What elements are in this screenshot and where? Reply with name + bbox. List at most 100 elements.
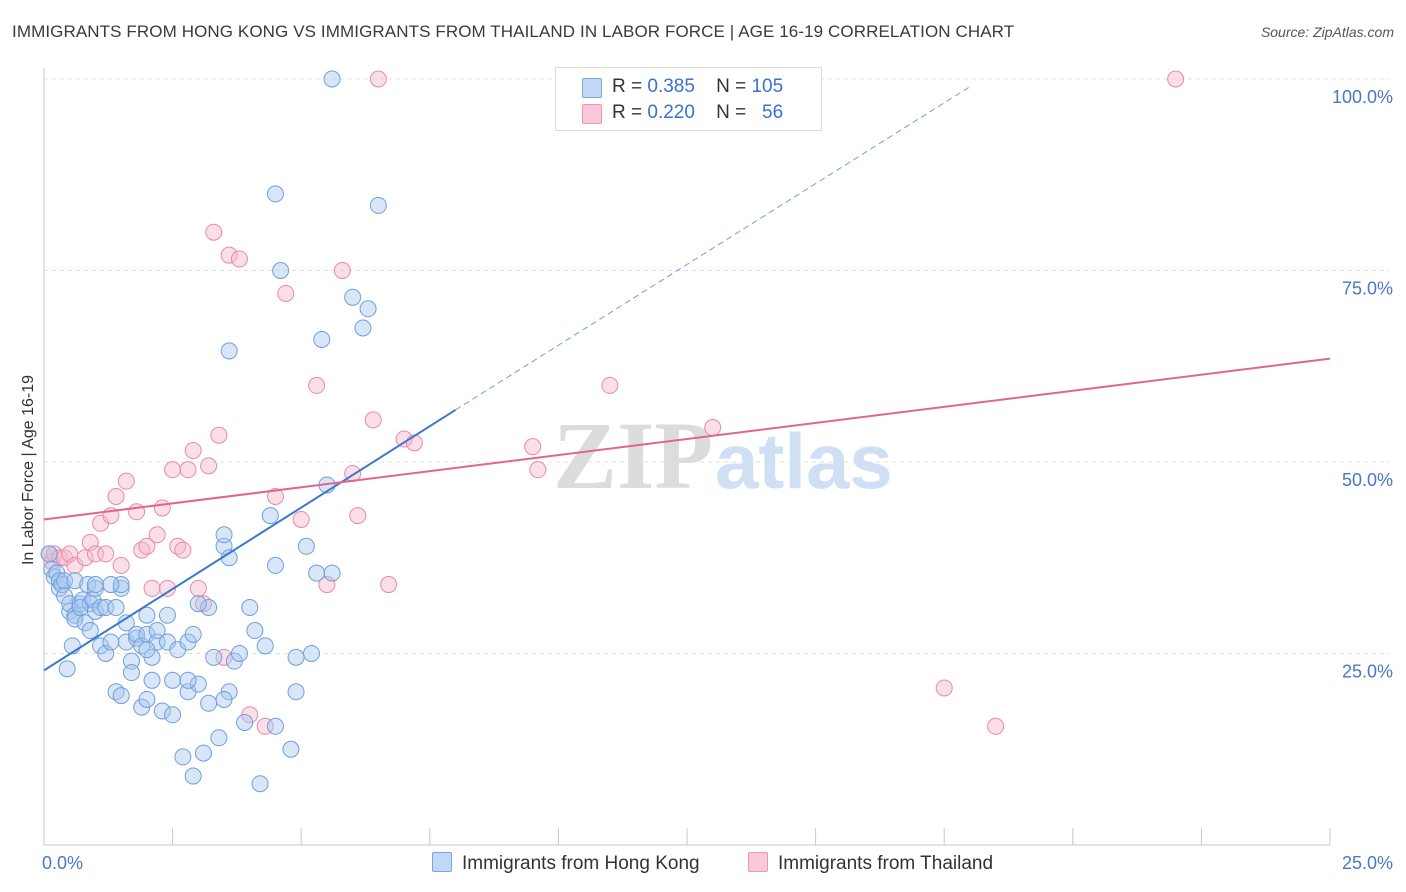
thailand-point — [154, 500, 170, 516]
hong-kong-point — [221, 343, 237, 359]
bottom-legend-swatch-blue — [432, 852, 452, 872]
bottom-legend-hong-kong: Immigrants from Hong Kong — [432, 852, 700, 875]
hong-kong-point — [247, 623, 263, 639]
hong-kong-point — [123, 665, 139, 681]
hong-kong-point — [113, 688, 129, 704]
thailand-point — [190, 580, 206, 596]
thailand-point — [602, 377, 618, 393]
hong-kong-point — [267, 186, 283, 202]
x-tick-label: 25.0% — [1342, 853, 1393, 873]
hong-kong-point — [360, 301, 376, 317]
scatter-chart: ZIP atlas 25.0%50.0%75.0%100.0%0.0% 25.0%… — [0, 0, 1406, 892]
legend-r-value: 0.385 — [647, 76, 695, 97]
thailand-point — [406, 435, 422, 451]
thailand-point — [936, 680, 952, 696]
thailand-point — [334, 263, 350, 279]
legend-n-label: N = — [716, 76, 746, 97]
thailand-point — [530, 462, 546, 478]
hong-kong-point — [216, 691, 232, 707]
bottom-legend-label: Immigrants from Thailand — [778, 853, 993, 874]
thailand-point — [370, 71, 386, 87]
hong-kong-point — [298, 538, 314, 554]
thailand-point — [149, 527, 165, 543]
hong-kong-point — [103, 577, 119, 593]
hong-kong-point — [103, 634, 119, 650]
hong-kong-point — [288, 684, 304, 700]
hong-kong-point — [237, 714, 253, 730]
hong-kong-point — [355, 320, 371, 336]
hong-kong-point — [139, 642, 155, 658]
thailand-point — [165, 462, 181, 478]
bottom-legend-swatch-pink — [748, 852, 768, 872]
hong-kong-point — [175, 749, 191, 765]
y-tick-label: 100.0% — [1332, 87, 1393, 107]
thailand-point — [381, 577, 397, 593]
hong-kong-point — [324, 565, 340, 581]
hong-kong-point — [139, 691, 155, 707]
thailand-point — [988, 718, 1004, 734]
thailand-point — [201, 458, 217, 474]
hong-kong-point — [82, 623, 98, 639]
hong-kong-point — [345, 289, 361, 305]
hong-kong-point — [257, 638, 273, 654]
hong-kong-point — [231, 646, 247, 662]
hong-kong-point — [283, 741, 299, 757]
thailand-point — [293, 511, 309, 527]
thailand-point — [144, 580, 160, 596]
watermark-zip: ZIP — [553, 402, 713, 509]
hong-kong-point — [324, 71, 340, 87]
thailand-point — [278, 285, 294, 301]
thailand-point — [98, 546, 114, 562]
hong-kong-point — [288, 649, 304, 665]
legend-n-label: N = — [716, 102, 746, 123]
hong-kong-point — [165, 672, 181, 688]
hong-kong-point — [309, 565, 325, 581]
hong-kong-point — [180, 672, 196, 688]
legend-r-label: R = — [612, 102, 642, 123]
legend: R = 0.385 N = 105 R = 0.220 N = 56 — [555, 67, 822, 131]
thailand-point — [1168, 71, 1184, 87]
thailand-point — [185, 443, 201, 459]
thailand-point — [113, 557, 129, 573]
thailand-point — [180, 462, 196, 478]
hong-kong-point — [72, 600, 88, 616]
watermark-atlas: atlas — [715, 417, 893, 505]
hong-kong-point — [59, 661, 75, 677]
hong-kong-point — [195, 745, 211, 761]
hong-kong-point — [211, 730, 227, 746]
hong-kong-point — [242, 600, 258, 616]
hong-kong-point — [41, 546, 57, 562]
hong-kong-point — [273, 263, 289, 279]
hong-kong-point — [159, 607, 175, 623]
legend-r-value: 0.220 — [647, 102, 695, 123]
thailand-point — [525, 439, 541, 455]
hong-kong-point — [252, 776, 268, 792]
thailand-point — [705, 420, 721, 436]
trend-lines — [44, 87, 1330, 671]
legend-swatch-pink — [582, 104, 602, 124]
thailand-point — [309, 377, 325, 393]
hong-kong-point — [201, 695, 217, 711]
legend-swatch-blue — [582, 78, 602, 98]
thailand-point — [108, 488, 124, 504]
bottom-legend-thailand: Immigrants from Thailand — [748, 852, 993, 875]
hong-kong-point — [216, 527, 232, 543]
hong-kong-point — [303, 646, 319, 662]
y-axis-label: In Labor Force | Age 16-19 — [20, 375, 37, 565]
hong-kong-point — [262, 508, 278, 524]
hong-kong-point — [108, 600, 124, 616]
y-tick-label: 25.0% — [1342, 662, 1393, 682]
thailand-point — [211, 427, 227, 443]
thailand-point — [118, 473, 134, 489]
y-tick-label: 50.0% — [1342, 470, 1393, 490]
hong-kong-point — [267, 557, 283, 573]
hong-kong-point — [267, 718, 283, 734]
hong-kong-point — [165, 707, 181, 723]
hong-kong-point — [185, 768, 201, 784]
hong-kong-point — [144, 672, 160, 688]
hong-kong-trend-extension — [456, 87, 970, 410]
thailand-point — [206, 224, 222, 240]
hong-kong-point — [206, 649, 222, 665]
thailand-point — [350, 508, 366, 524]
legend-r-label: R = — [612, 76, 642, 97]
